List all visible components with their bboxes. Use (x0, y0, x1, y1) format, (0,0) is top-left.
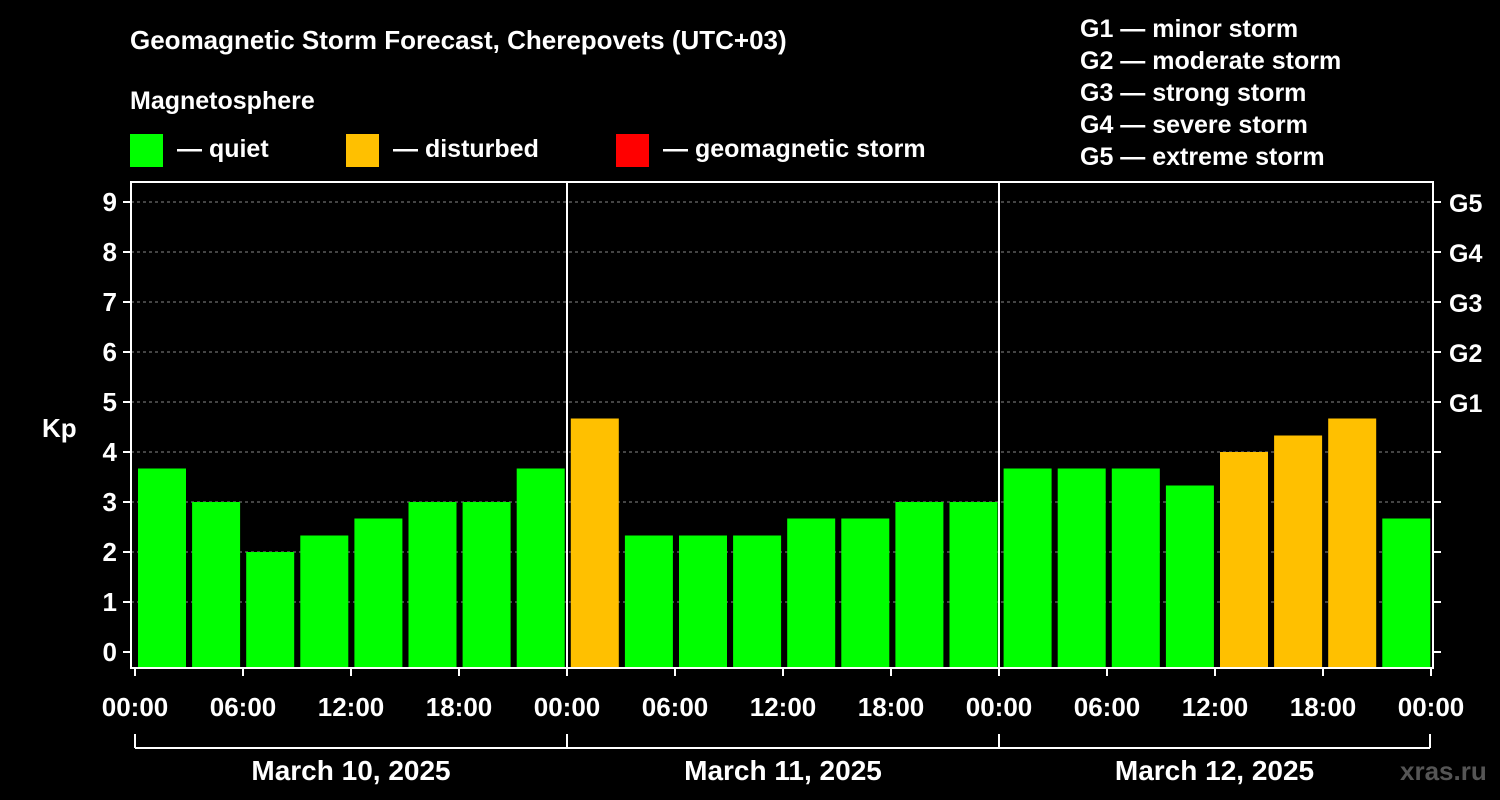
kp-bar (516, 468, 565, 668)
kp-bar (138, 468, 186, 668)
kp-bar (1220, 452, 1268, 668)
kp-bar (408, 502, 457, 668)
day-label: March 11, 2025 (684, 755, 882, 786)
kp-bar (1165, 485, 1214, 668)
storm-scale-key: G1 — minor storm G2 — moderate storm G3 … (1080, 15, 1341, 171)
storm-level-ticks: G1 G2 G3 G4 G5 (1433, 190, 1482, 653)
x-tick-label: 00:00 (966, 692, 1033, 722)
y-tick-label: 4 (103, 437, 118, 467)
kp-bar (1328, 418, 1377, 668)
y-tick-label: 8 (103, 237, 117, 267)
chart-title: Geomagnetic Storm Forecast, Cherepovets … (130, 25, 787, 55)
y-tick-label: 0 (103, 637, 117, 667)
kp-bar (246, 552, 295, 668)
y-tick-label: 5 (103, 387, 117, 417)
storm-level-label: G5 (1449, 190, 1482, 218)
storm-level-label: G2 (1449, 340, 1482, 368)
storm-level-label: G1 (1449, 390, 1482, 418)
x-tick-label: 06:00 (642, 692, 709, 722)
kp-bar (895, 502, 944, 668)
kp-bar (300, 535, 349, 668)
watermark: xras.ru (1400, 756, 1487, 786)
x-tick-label: 12:00 (318, 692, 385, 722)
scale-key-g3: G3 — strong storm (1080, 79, 1306, 107)
x-tick-label: 00:00 (1398, 692, 1465, 722)
legend-label-storm: — geomagnetic storm (663, 135, 926, 163)
scale-key-g1: G1 — minor storm (1080, 15, 1298, 43)
y-tick-label: 9 (103, 187, 117, 217)
legend-label-quiet: — quiet (177, 135, 269, 163)
kp-bar (787, 518, 836, 668)
x-tick-label: 06:00 (210, 692, 277, 722)
legend: — quiet — disturbed — geomagnetic storm (130, 134, 926, 167)
y-tick-label: 7 (103, 287, 117, 317)
kp-bar (192, 502, 241, 668)
kp-bar (570, 418, 619, 668)
day-label: March 12, 2025 (1115, 755, 1314, 786)
y-tick-label: 6 (103, 337, 117, 367)
scale-key-g4: G4 — severe storm (1080, 111, 1308, 139)
x-tick-label: 12:00 (750, 692, 817, 722)
x-tick-label: 12:00 (1182, 692, 1249, 722)
kp-bar (1111, 468, 1160, 668)
kp-bar (841, 518, 890, 668)
storm-level-label: G4 (1449, 240, 1482, 268)
day-label: March 10, 2025 (251, 755, 450, 786)
x-tick-label: 00:00 (534, 692, 601, 722)
scale-key-g5: G5 — extreme storm (1080, 143, 1325, 171)
kp-bar (462, 502, 511, 668)
kp-bar (733, 535, 782, 668)
y-ticks: 0 1 2 3 4 5 6 7 8 9 (103, 187, 131, 667)
y-tick-label: 1 (103, 587, 117, 617)
kp-bar (949, 502, 998, 668)
storm-level-label: G3 (1449, 290, 1482, 318)
scale-key-g2: G2 — moderate storm (1080, 47, 1341, 75)
y-tick-label: 3 (103, 487, 117, 517)
kp-bar (1003, 468, 1052, 668)
y-tick-label: 2 (103, 537, 117, 567)
legend-swatch-disturbed (346, 134, 379, 167)
y-axis-label: Kp (42, 413, 77, 443)
kp-bar (624, 535, 673, 668)
x-tick-label: 06:00 (1074, 692, 1141, 722)
x-tick-label: 00:00 (102, 692, 169, 722)
legend-swatch-storm (616, 134, 649, 167)
legend-swatch-quiet (130, 134, 163, 167)
x-ticks: 00:00 06:00 12:00 18:00 00:00 06:00 12:00 18:00… (102, 668, 1465, 722)
kp-bar (679, 535, 727, 668)
legend-label-disturbed: — disturbed (393, 135, 539, 163)
chart-subtitle: Magnetosphere (130, 87, 315, 115)
kp-bar (1057, 468, 1106, 668)
day-labels: March 10, 2025 March 11, 2025 March 12, 20… (134, 734, 1431, 786)
kp-bar (1274, 435, 1323, 668)
bars (138, 418, 1431, 668)
x-tick-label: 18:00 (858, 692, 925, 722)
x-tick-label: 18:00 (1290, 692, 1357, 722)
kp-bar (1382, 518, 1431, 668)
kp-bar (354, 518, 403, 668)
x-tick-label: 18:00 (426, 692, 493, 722)
